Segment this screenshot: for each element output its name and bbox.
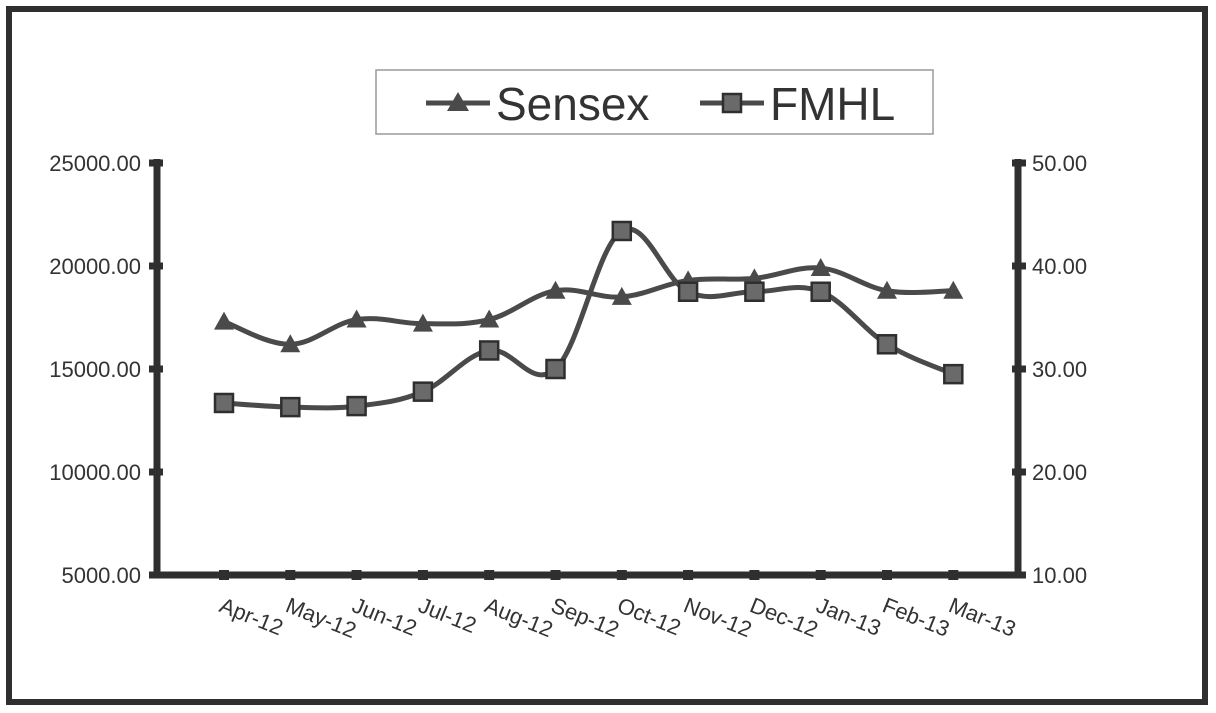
x-tick-label: Jul-12 (415, 592, 480, 638)
x-tick (550, 570, 561, 580)
data-point-square (677, 281, 699, 302)
x-tick-label: Sep-12 (548, 592, 623, 642)
data-point-square (280, 396, 301, 418)
data-point-square (545, 358, 566, 380)
y-left-tick-label: 10000.00 (49, 460, 141, 485)
data-point-square (412, 381, 434, 402)
series-sensex (214, 258, 964, 353)
y-right-tick-label: 10.00 (1032, 563, 1087, 588)
x-tick-label: Feb-13 (879, 592, 953, 641)
data-point-square (943, 363, 964, 385)
x-tick-label: Apr-12 (216, 592, 287, 640)
data-point-square (346, 395, 367, 417)
data-point-square (744, 281, 765, 302)
y-left-tick-label: 20000.00 (49, 254, 141, 279)
x-tick (616, 570, 627, 580)
y-right-tick-label: 30.00 (1032, 357, 1087, 382)
data-point-triangle (479, 309, 500, 328)
x-tick-label: Oct-12 (614, 592, 685, 640)
data-point-triangle (214, 311, 234, 330)
data-point-triangle (611, 286, 632, 305)
x-tick (815, 570, 826, 580)
data-point-triangle (943, 280, 964, 299)
x-tick (683, 570, 694, 580)
legend: Sensex FMHL (375, 69, 934, 135)
y-left-tick-label: 25000.00 (49, 151, 141, 176)
legend-label: Sensex (496, 78, 649, 130)
x-tick-label: Aug-12 (481, 592, 556, 642)
data-point-triangle (877, 280, 897, 299)
data-point-square (213, 392, 235, 414)
data-point-triangle (545, 280, 566, 299)
data-point-triangle (280, 334, 301, 353)
data-point-square (810, 281, 831, 302)
data-point-triangle (412, 313, 433, 332)
x-tick-label: Jun-12 (349, 592, 421, 640)
y-right-tick-label: 40.00 (1032, 254, 1087, 279)
y-left-tick-label: 5000.00 (61, 563, 141, 588)
x-tick (219, 570, 229, 580)
y-left-tick-label: 15000.00 (49, 357, 141, 382)
x-tick (749, 570, 760, 580)
data-point-triangle (810, 258, 831, 277)
x-tick-label: Dec-12 (747, 592, 822, 642)
data-point-triangle (346, 309, 367, 328)
x-tick-label: Mar-13 (945, 592, 1019, 641)
y-right-tick-label: 20.00 (1032, 460, 1087, 485)
x-tick-label: May-12 (282, 592, 359, 643)
legend-marker-triangle (447, 92, 469, 111)
x-tick (285, 570, 296, 580)
data-point-square (876, 334, 898, 355)
x-tick (484, 570, 495, 580)
legend-label: FMHL (770, 78, 895, 130)
x-tick (948, 570, 959, 580)
legend-item-sensex: Sensex (426, 78, 649, 130)
legend-item-fmhl: FMHL (700, 78, 895, 130)
data-point-square (611, 220, 633, 242)
series-fmhl (213, 220, 964, 418)
series-line (223, 226, 955, 411)
y-right-tick-label: 50.00 (1032, 151, 1087, 176)
x-tick-label: Nov-12 (680, 592, 755, 642)
x-tick (351, 570, 362, 580)
legend-marker-square (721, 92, 743, 114)
data-point-square (478, 340, 500, 361)
x-tick (882, 570, 892, 580)
x-tick (417, 570, 428, 580)
x-tick-label: Jan-13 (813, 592, 885, 640)
